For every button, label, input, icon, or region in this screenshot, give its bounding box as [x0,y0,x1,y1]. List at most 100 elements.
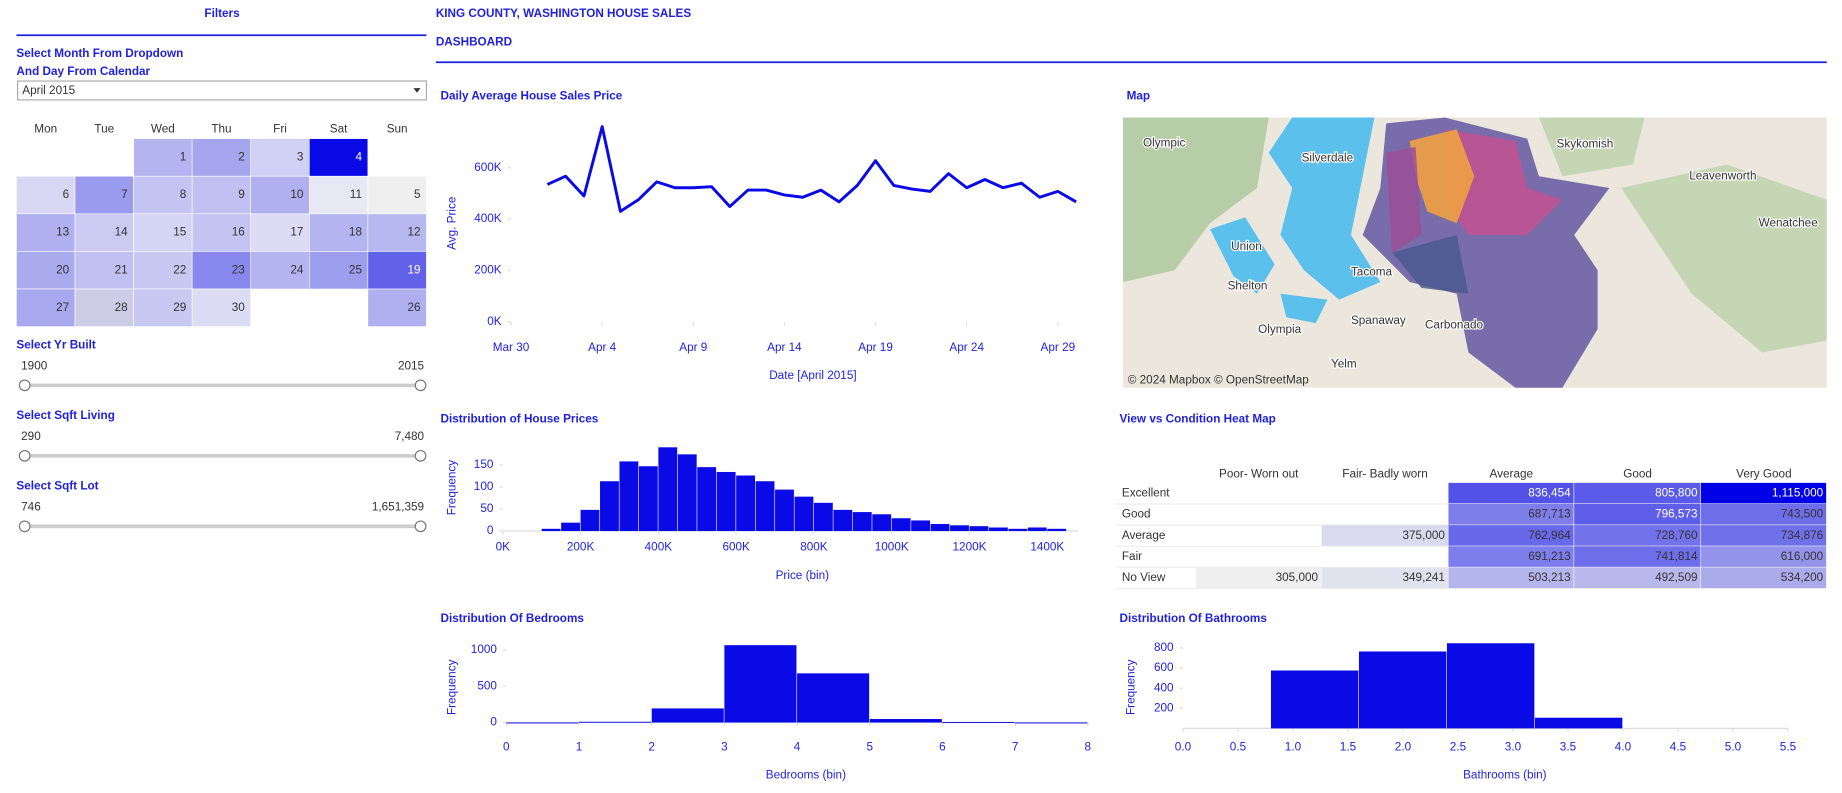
heatmap-label: 375,000 [1403,529,1446,542]
heatmap-cell [1574,482,1701,504]
slider-handle[interactable] [414,379,427,392]
calendar-day[interactable]: 21 [115,263,128,276]
calendar-day[interactable]: 12 [407,226,420,239]
calendar-cell[interactable] [367,288,427,327]
histogram-bar [755,481,775,532]
heatmap-cell [1574,546,1701,567]
map-forest [1621,164,1827,353]
calendar-day[interactable]: 29 [173,301,186,314]
x-axis-label: Bathrooms (bin) [1463,768,1547,781]
y-axis-label: Avg. Price [445,197,458,250]
calendar-day[interactable]: 30 [232,301,246,314]
slider-handle[interactable] [18,449,31,462]
calendar-day[interactable]: 15 [173,226,187,239]
dropdown-arrow[interactable] [413,88,421,93]
map-place: Spanaway [1351,314,1406,327]
calendar-cell[interactable] [191,175,252,215]
slider-handle[interactable] [18,520,31,533]
slider-handle[interactable] [18,379,31,392]
y-tick-label: 0 [490,716,497,729]
slider-handle[interactable] [414,520,427,533]
histogram-bar [579,721,652,723]
calendar-day[interactable]: 11 [350,188,362,201]
x-tick-label: 600K [722,541,750,554]
dropdown-value[interactable]: April 2015 [22,84,75,97]
x-tick-label: 6 [939,740,946,753]
calendar-cell[interactable] [308,213,369,252]
calendar-day[interactable]: 23 [232,263,246,276]
calendar-cell[interactable] [191,288,252,327]
calendar-day[interactable]: 20 [56,263,70,276]
calendar-day[interactable]: 22 [173,263,186,276]
calendar-cell[interactable] [16,288,76,327]
calendar-day[interactable]: 9 [238,188,245,201]
heatmap-label: 305,000 [1276,571,1319,584]
calendar-cell[interactable] [133,213,193,252]
calendar-day[interactable]: 6 [63,188,70,201]
calendar-day[interactable]: 17 [290,226,303,239]
y-tick-label: 500 [477,679,497,692]
histogram-bar [852,512,872,532]
x-tick-label: 0 [503,740,510,753]
calendar-cell[interactable] [16,251,76,290]
calendar-day[interactable]: 24 [290,263,304,276]
x-tick-label: 1.0 [1285,740,1302,753]
x-tick-label: 0K [496,541,511,554]
calendar-cell[interactable] [250,138,310,177]
calendar-day[interactable]: 2 [238,151,245,164]
x-tick-label: 1000K [875,541,909,554]
calendar-cell[interactable] [191,213,252,252]
calendar-cell[interactable] [16,175,76,215]
calendar-day[interactable]: 25 [349,263,363,276]
calendar-day[interactable]: 28 [115,301,129,314]
row-header: Average [1122,529,1165,542]
calendar-day[interactable]: 8 [180,188,187,201]
calendar-day[interactable]: 10 [290,188,304,201]
calendar-day[interactable]: 7 [121,188,128,201]
calendar-cell[interactable] [74,288,134,327]
calendar-cell[interactable] [74,251,134,290]
calendar-day[interactable]: 3 [297,151,304,164]
column-header: Average [1490,468,1533,481]
calendar-cell[interactable] [74,175,134,215]
calendar-cell[interactable] [74,213,134,252]
calendar-day[interactable]: 4 [355,151,362,164]
x-tick-label: 5.5 [1780,740,1797,753]
calendar-day[interactable]: 26 [407,301,421,314]
calendar-cell[interactable] [250,213,310,252]
map-zip [1409,129,1475,224]
dropdown-box[interactable] [17,80,428,101]
calendar-day[interactable]: 27 [56,301,69,314]
heatmap-cell [1574,567,1701,588]
slider-handle[interactable] [414,449,427,462]
calendar-day[interactable]: 14 [115,226,129,239]
histogram-bar [950,525,969,532]
calendar-day[interactable]: 19 [407,263,420,276]
calendar-cell[interactable] [250,175,310,215]
heatmap-cell [1448,503,1574,525]
weekday: Mon [34,122,57,135]
heatmap-label: 349,241 [1403,571,1445,584]
calendar-day[interactable]: 5 [414,188,421,201]
calendar-day[interactable]: 16 [232,226,246,239]
calendar-cell[interactable] [133,251,193,290]
calendar-cell[interactable] [308,175,369,215]
calendar-day[interactable]: 18 [349,226,363,239]
calendar-cell[interactable] [16,213,76,252]
calendar-cell[interactable] [191,251,252,290]
x-tick-label: 5 [866,740,873,753]
calendar-cell[interactable] [367,175,427,215]
dropdown[interactable] [17,80,428,101]
calendar-day[interactable]: 1 [180,151,187,164]
map-place: Shelton [1228,280,1268,293]
calendar-cell[interactable] [308,138,369,177]
calendar-cell[interactable] [367,213,427,252]
map-place: Olympia [1258,323,1302,336]
row-header: Excellent [1122,487,1170,500]
histogram-bar [580,509,600,532]
x-tick-label: 3 [721,740,728,753]
calendar-day[interactable]: 13 [56,226,70,239]
calendar-cell[interactable] [367,251,427,290]
heatmap-label: 492,509 [1655,571,1697,584]
heatmap-label: 796,573 [1655,508,1698,521]
